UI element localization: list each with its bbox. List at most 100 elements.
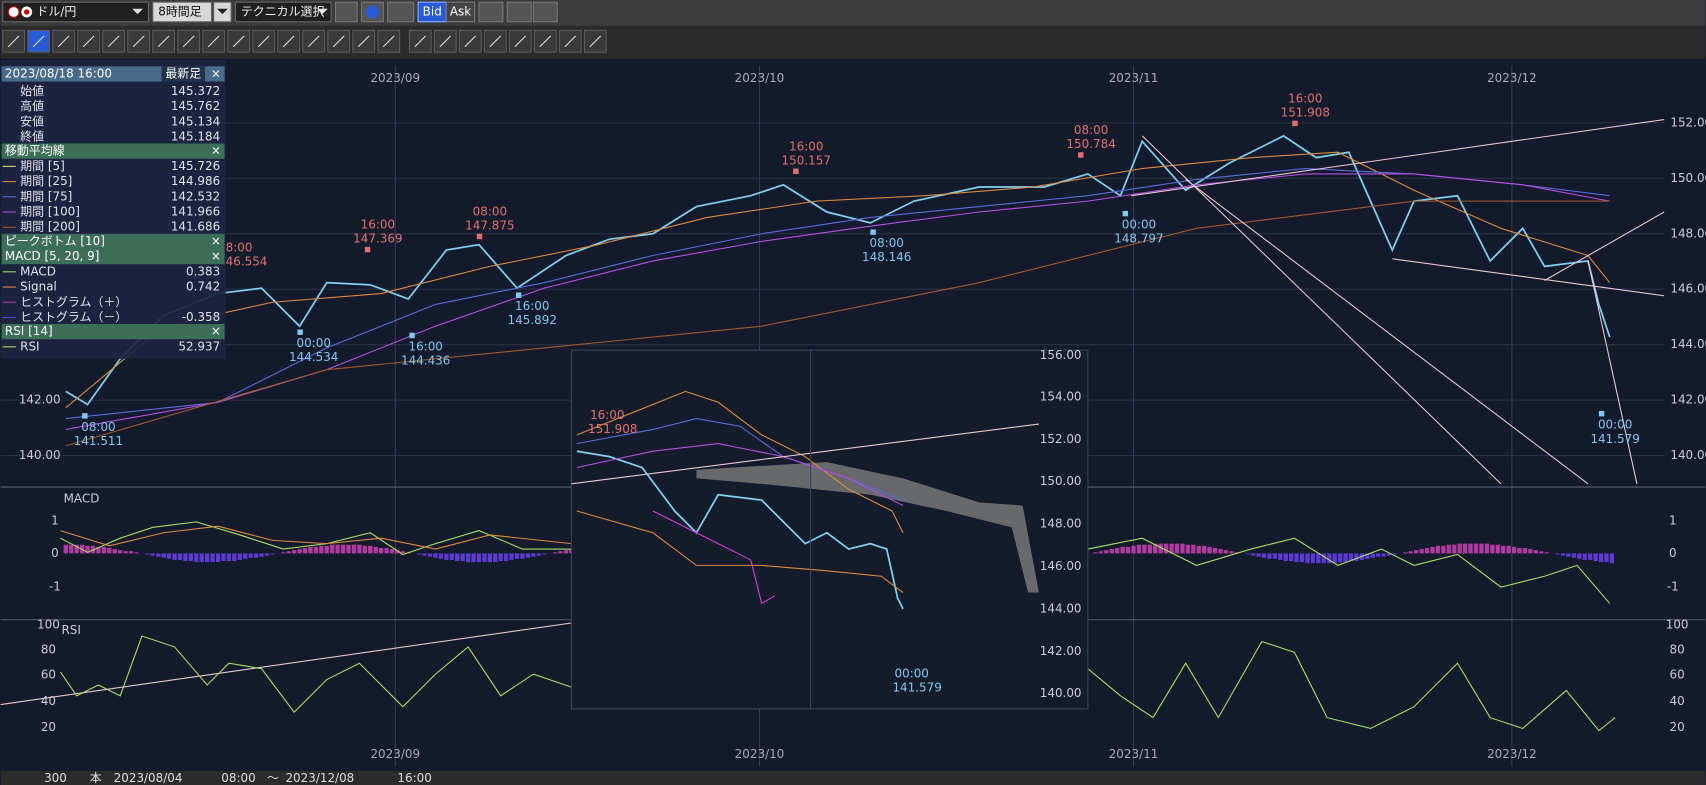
- peak-time: 8:00: [226, 240, 253, 254]
- macd-histogram: [1125, 546, 1131, 554]
- tool-icon: [414, 35, 427, 48]
- peak-time: 16:00: [789, 139, 823, 153]
- bottom-marker: [870, 229, 876, 235]
- macd-histogram: [1098, 551, 1104, 554]
- peak-price: 151.908: [588, 422, 637, 436]
- zoom-in-button[interactable]: [532, 1, 558, 23]
- macd-histogram: [63, 544, 68, 554]
- macd-histogram: [493, 553, 498, 563]
- macd-histogram: [1250, 553, 1256, 556]
- macd-histogram: [1288, 553, 1294, 562]
- row-label: 期間 [200]: [20, 220, 80, 234]
- macd-histogram: [1479, 543, 1484, 554]
- section-title: RSI [14]: [5, 324, 53, 338]
- technical-select[interactable]: [234, 1, 332, 23]
- overlay-axis-label: 150.00: [1040, 474, 1082, 488]
- pen-button[interactable]: [334, 1, 358, 23]
- macd-histogram: [1202, 545, 1207, 554]
- macd-axis-label: -1: [1667, 580, 1679, 594]
- macd-axis-label: 1: [1669, 513, 1677, 527]
- close-button[interactable]: ×: [211, 324, 221, 338]
- macd-histogram: [1136, 544, 1142, 554]
- close-button[interactable]: ×: [211, 66, 221, 80]
- close-button[interactable]: ×: [211, 249, 221, 263]
- timeframe-select[interactable]: [152, 1, 213, 23]
- symbol-select[interactable]: [2, 1, 150, 23]
- info-panel: [0, 59, 226, 359]
- macd-axis-label: 0: [51, 546, 59, 560]
- price-axis-label: 148.00: [1670, 226, 1706, 240]
- macd-histogram: [525, 553, 531, 558]
- peak-price: 147.875: [465, 219, 514, 233]
- overlay-axis-label: 146.00: [1040, 559, 1082, 573]
- macd-histogram: [1321, 553, 1326, 564]
- macd-histogram: [1452, 544, 1457, 554]
- macd-histogram: [378, 547, 384, 554]
- row-value: 0.742: [186, 280, 220, 294]
- macd-histogram: [330, 544, 335, 554]
- close-button[interactable]: ×: [211, 144, 221, 158]
- macd-histogram: [199, 553, 204, 563]
- macd-histogram: [1419, 549, 1424, 554]
- bottom-price: 144.534: [289, 350, 338, 364]
- macd-histogram: [1495, 544, 1500, 554]
- price-axis-label: 144.00: [1670, 337, 1706, 351]
- row-label: 終値: [20, 128, 44, 143]
- bottom-marker: [1122, 210, 1129, 217]
- tool-icon: [382, 35, 395, 48]
- macd-histogram: [1153, 543, 1158, 554]
- indicator-button[interactable]: [478, 1, 504, 23]
- tool-icon: [7, 35, 20, 48]
- band-line: [576, 443, 904, 507]
- date-label: 2023/11: [1109, 747, 1159, 761]
- macd-histogram: [1169, 543, 1174, 554]
- macd-axis-label: -1: [49, 580, 61, 594]
- macd-histogram: [422, 553, 427, 556]
- macd-histogram: [1582, 553, 1587, 560]
- macd-histogram: [1163, 543, 1169, 554]
- macd-histogram: [465, 553, 471, 563]
- bottom-marker: [82, 413, 88, 419]
- macd-histogram: [85, 545, 90, 554]
- close-button[interactable]: ×: [211, 234, 221, 248]
- ma-line: [65, 173, 1610, 431]
- macd-histogram: [69, 544, 74, 554]
- macd-histogram: [210, 553, 215, 563]
- tool-icon: [464, 35, 477, 48]
- chart-type-button[interactable]: [387, 1, 415, 23]
- trend-line: [0, 622, 572, 706]
- macd-histogram: [1414, 550, 1419, 554]
- row-label: 期間 [75]: [20, 189, 72, 203]
- tool-icon: [207, 35, 220, 48]
- peak-time: 16:00: [590, 408, 624, 422]
- zoom-out-button[interactable]: [506, 1, 532, 23]
- date-label: 2023/10: [735, 747, 785, 761]
- bottom-price: 144.436: [401, 353, 450, 367]
- row-label: 高値: [20, 98, 44, 113]
- peak-price: 151.908: [1281, 106, 1330, 120]
- row-value: 144.986: [171, 174, 220, 188]
- peak-price: 150.157: [782, 153, 831, 167]
- overlay-axis-label: 140.00: [1040, 686, 1082, 700]
- peak-time: 08:00: [473, 205, 507, 219]
- macd-histogram: [417, 553, 422, 555]
- macd-histogram: [74, 544, 79, 554]
- macd-histogram: [188, 553, 194, 562]
- macd-histogram: [1229, 551, 1234, 554]
- macd-histogram: [351, 544, 357, 554]
- macd-histogram: [1261, 553, 1267, 558]
- macd-histogram: [1174, 543, 1180, 554]
- section-title: 移動平均線: [5, 143, 65, 158]
- rsi-axis-label: 20: [41, 720, 56, 734]
- bottom-price: 145.892: [508, 313, 557, 327]
- ask-button[interactable]: [445, 1, 476, 23]
- macd-histogram: [1528, 549, 1533, 554]
- footer-to-time: 16:00: [397, 771, 431, 785]
- macd-histogram: [1104, 550, 1109, 554]
- rsi-axis-label: 100: [37, 618, 60, 632]
- macd-histogram: [1424, 547, 1430, 554]
- timeframe-label: 8時間足: [158, 4, 201, 18]
- macd-histogram: [1158, 543, 1163, 554]
